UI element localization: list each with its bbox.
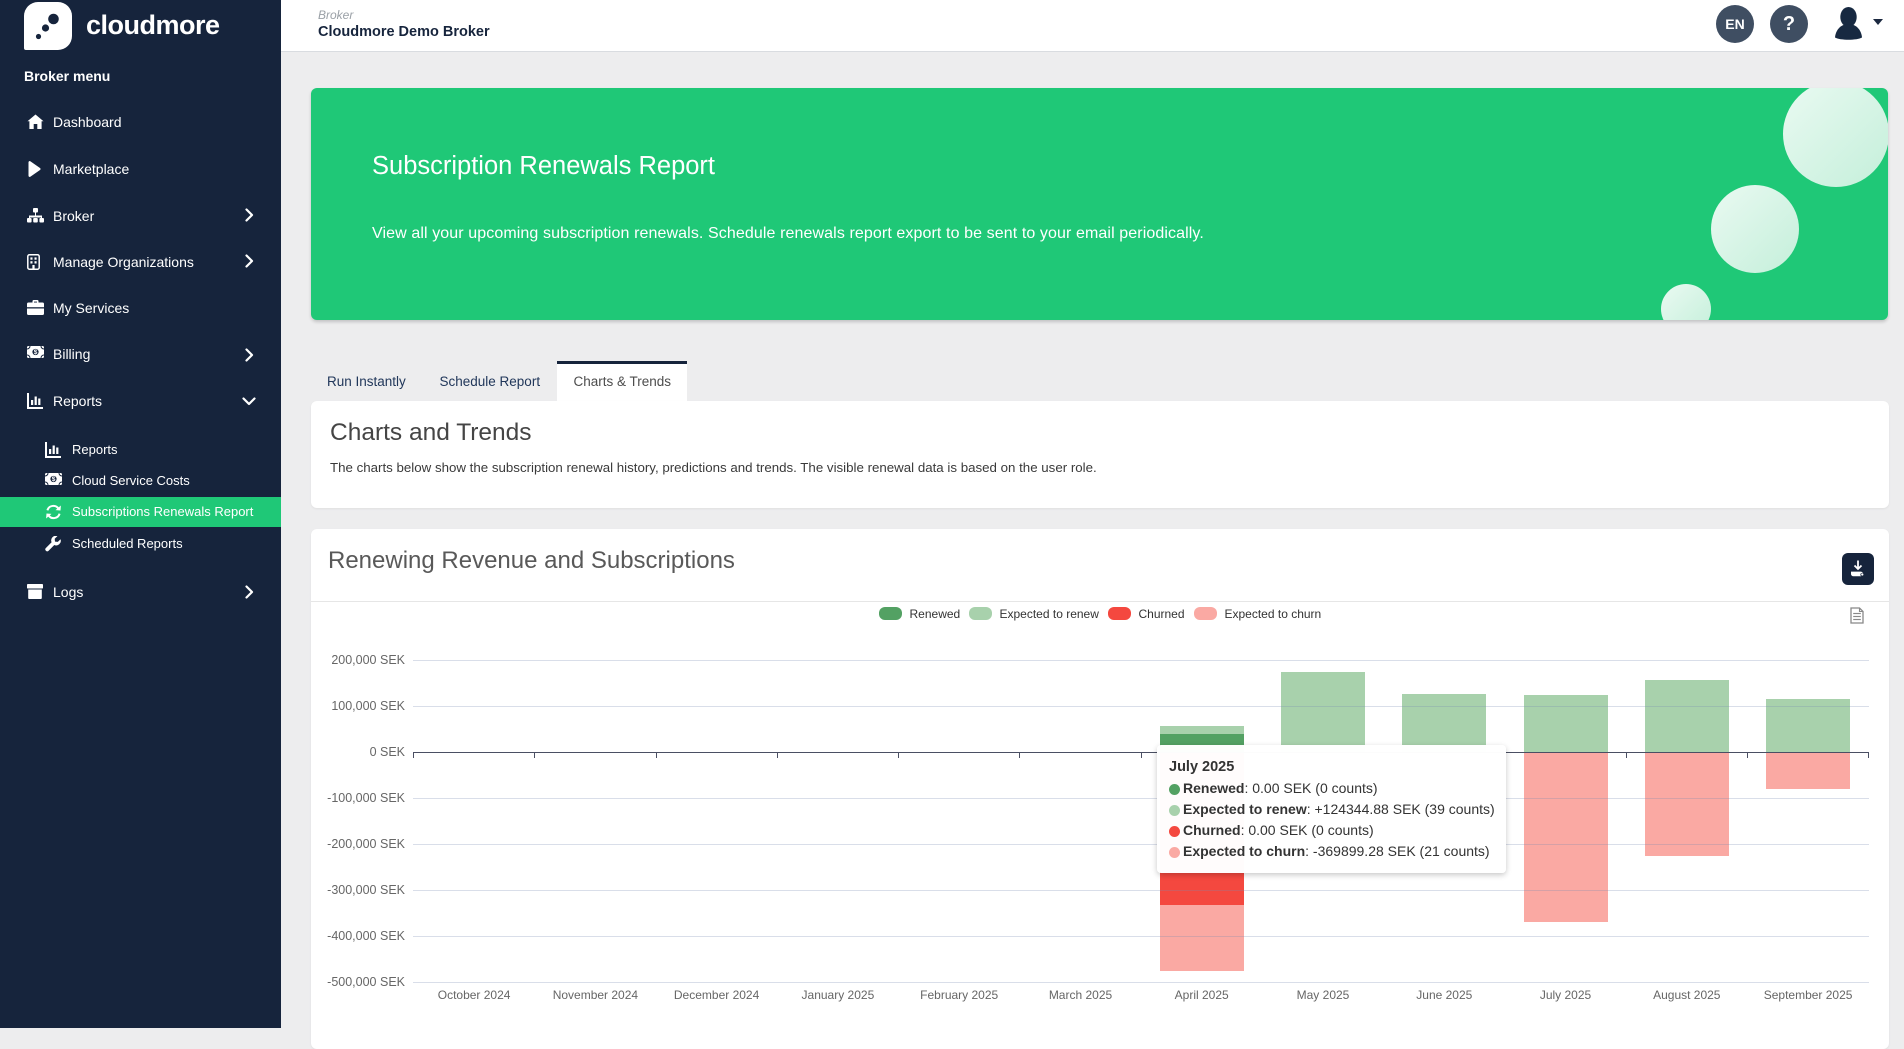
svg-text:$: $ xyxy=(52,476,56,483)
svg-text:$: $ xyxy=(34,349,38,356)
